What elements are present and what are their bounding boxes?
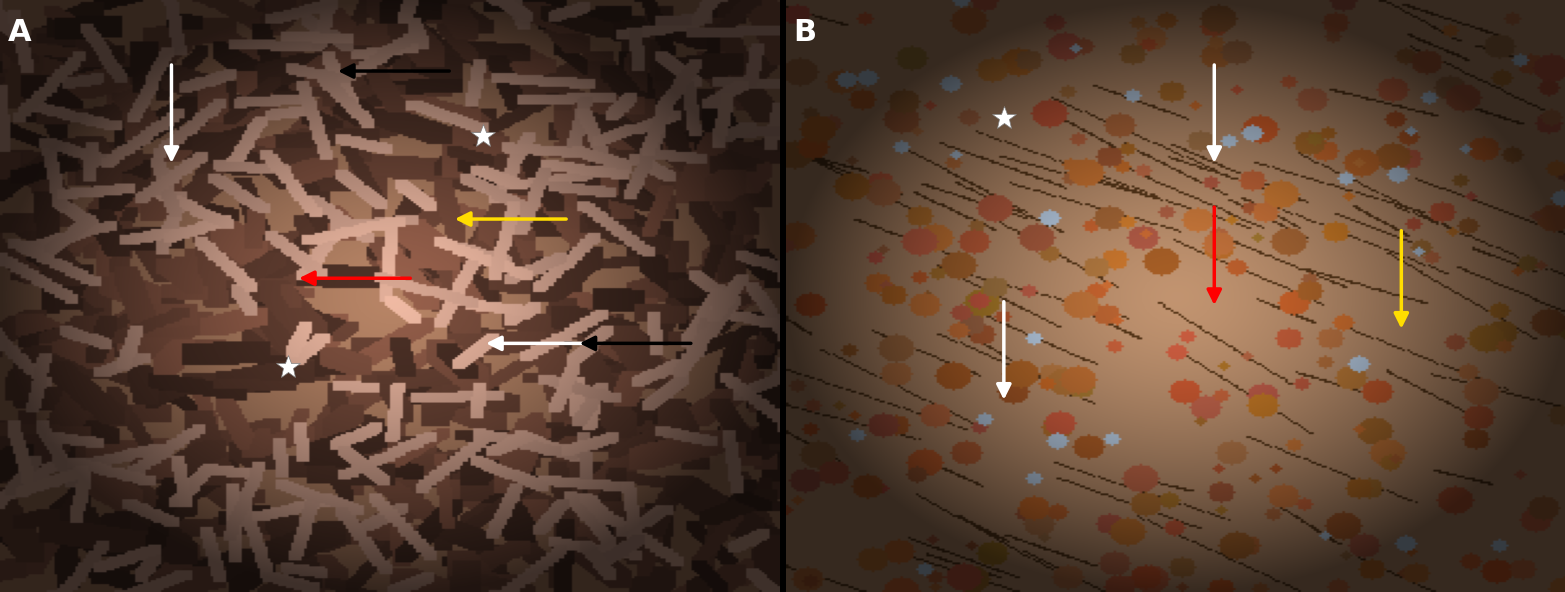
Text: B: B [793, 18, 817, 47]
Text: A: A [8, 18, 31, 47]
